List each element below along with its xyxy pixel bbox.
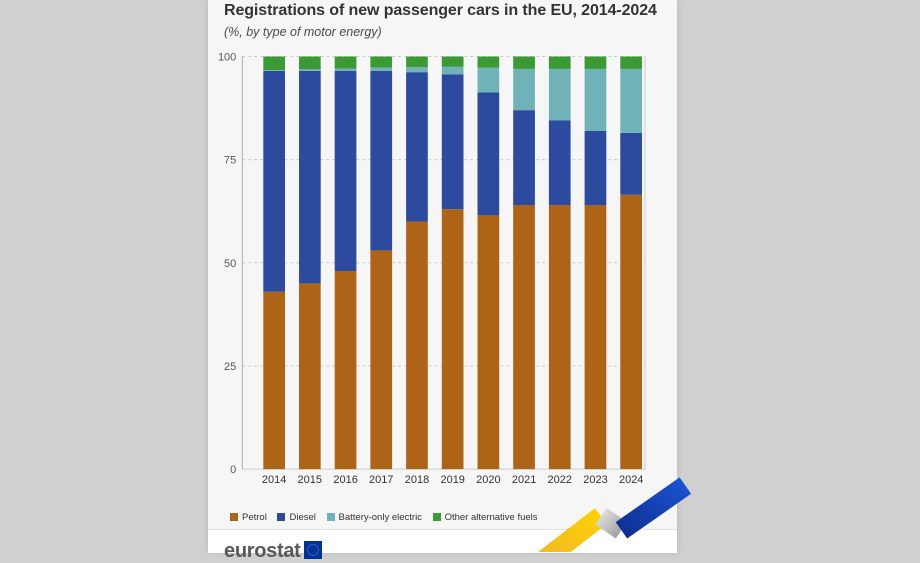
svg-text:2016: 2016 — [333, 474, 357, 486]
svg-text:2017: 2017 — [369, 474, 393, 486]
svg-text:2024: 2024 — [619, 474, 643, 486]
svg-text:25: 25 — [224, 361, 236, 373]
svg-text:0: 0 — [230, 464, 236, 476]
svg-text:2019: 2019 — [440, 474, 464, 486]
svg-text:50: 50 — [224, 258, 236, 270]
svg-text:2021: 2021 — [512, 474, 536, 486]
svg-text:2014: 2014 — [262, 474, 286, 486]
svg-text:2018: 2018 — [405, 474, 429, 486]
svg-text:2015: 2015 — [298, 474, 322, 486]
svg-text:2020: 2020 — [476, 474, 500, 486]
svg-text:2022: 2022 — [548, 474, 572, 486]
svg-text:100: 100 — [218, 52, 236, 64]
svg-text:2023: 2023 — [583, 474, 607, 486]
svg-text:75: 75 — [224, 155, 236, 167]
